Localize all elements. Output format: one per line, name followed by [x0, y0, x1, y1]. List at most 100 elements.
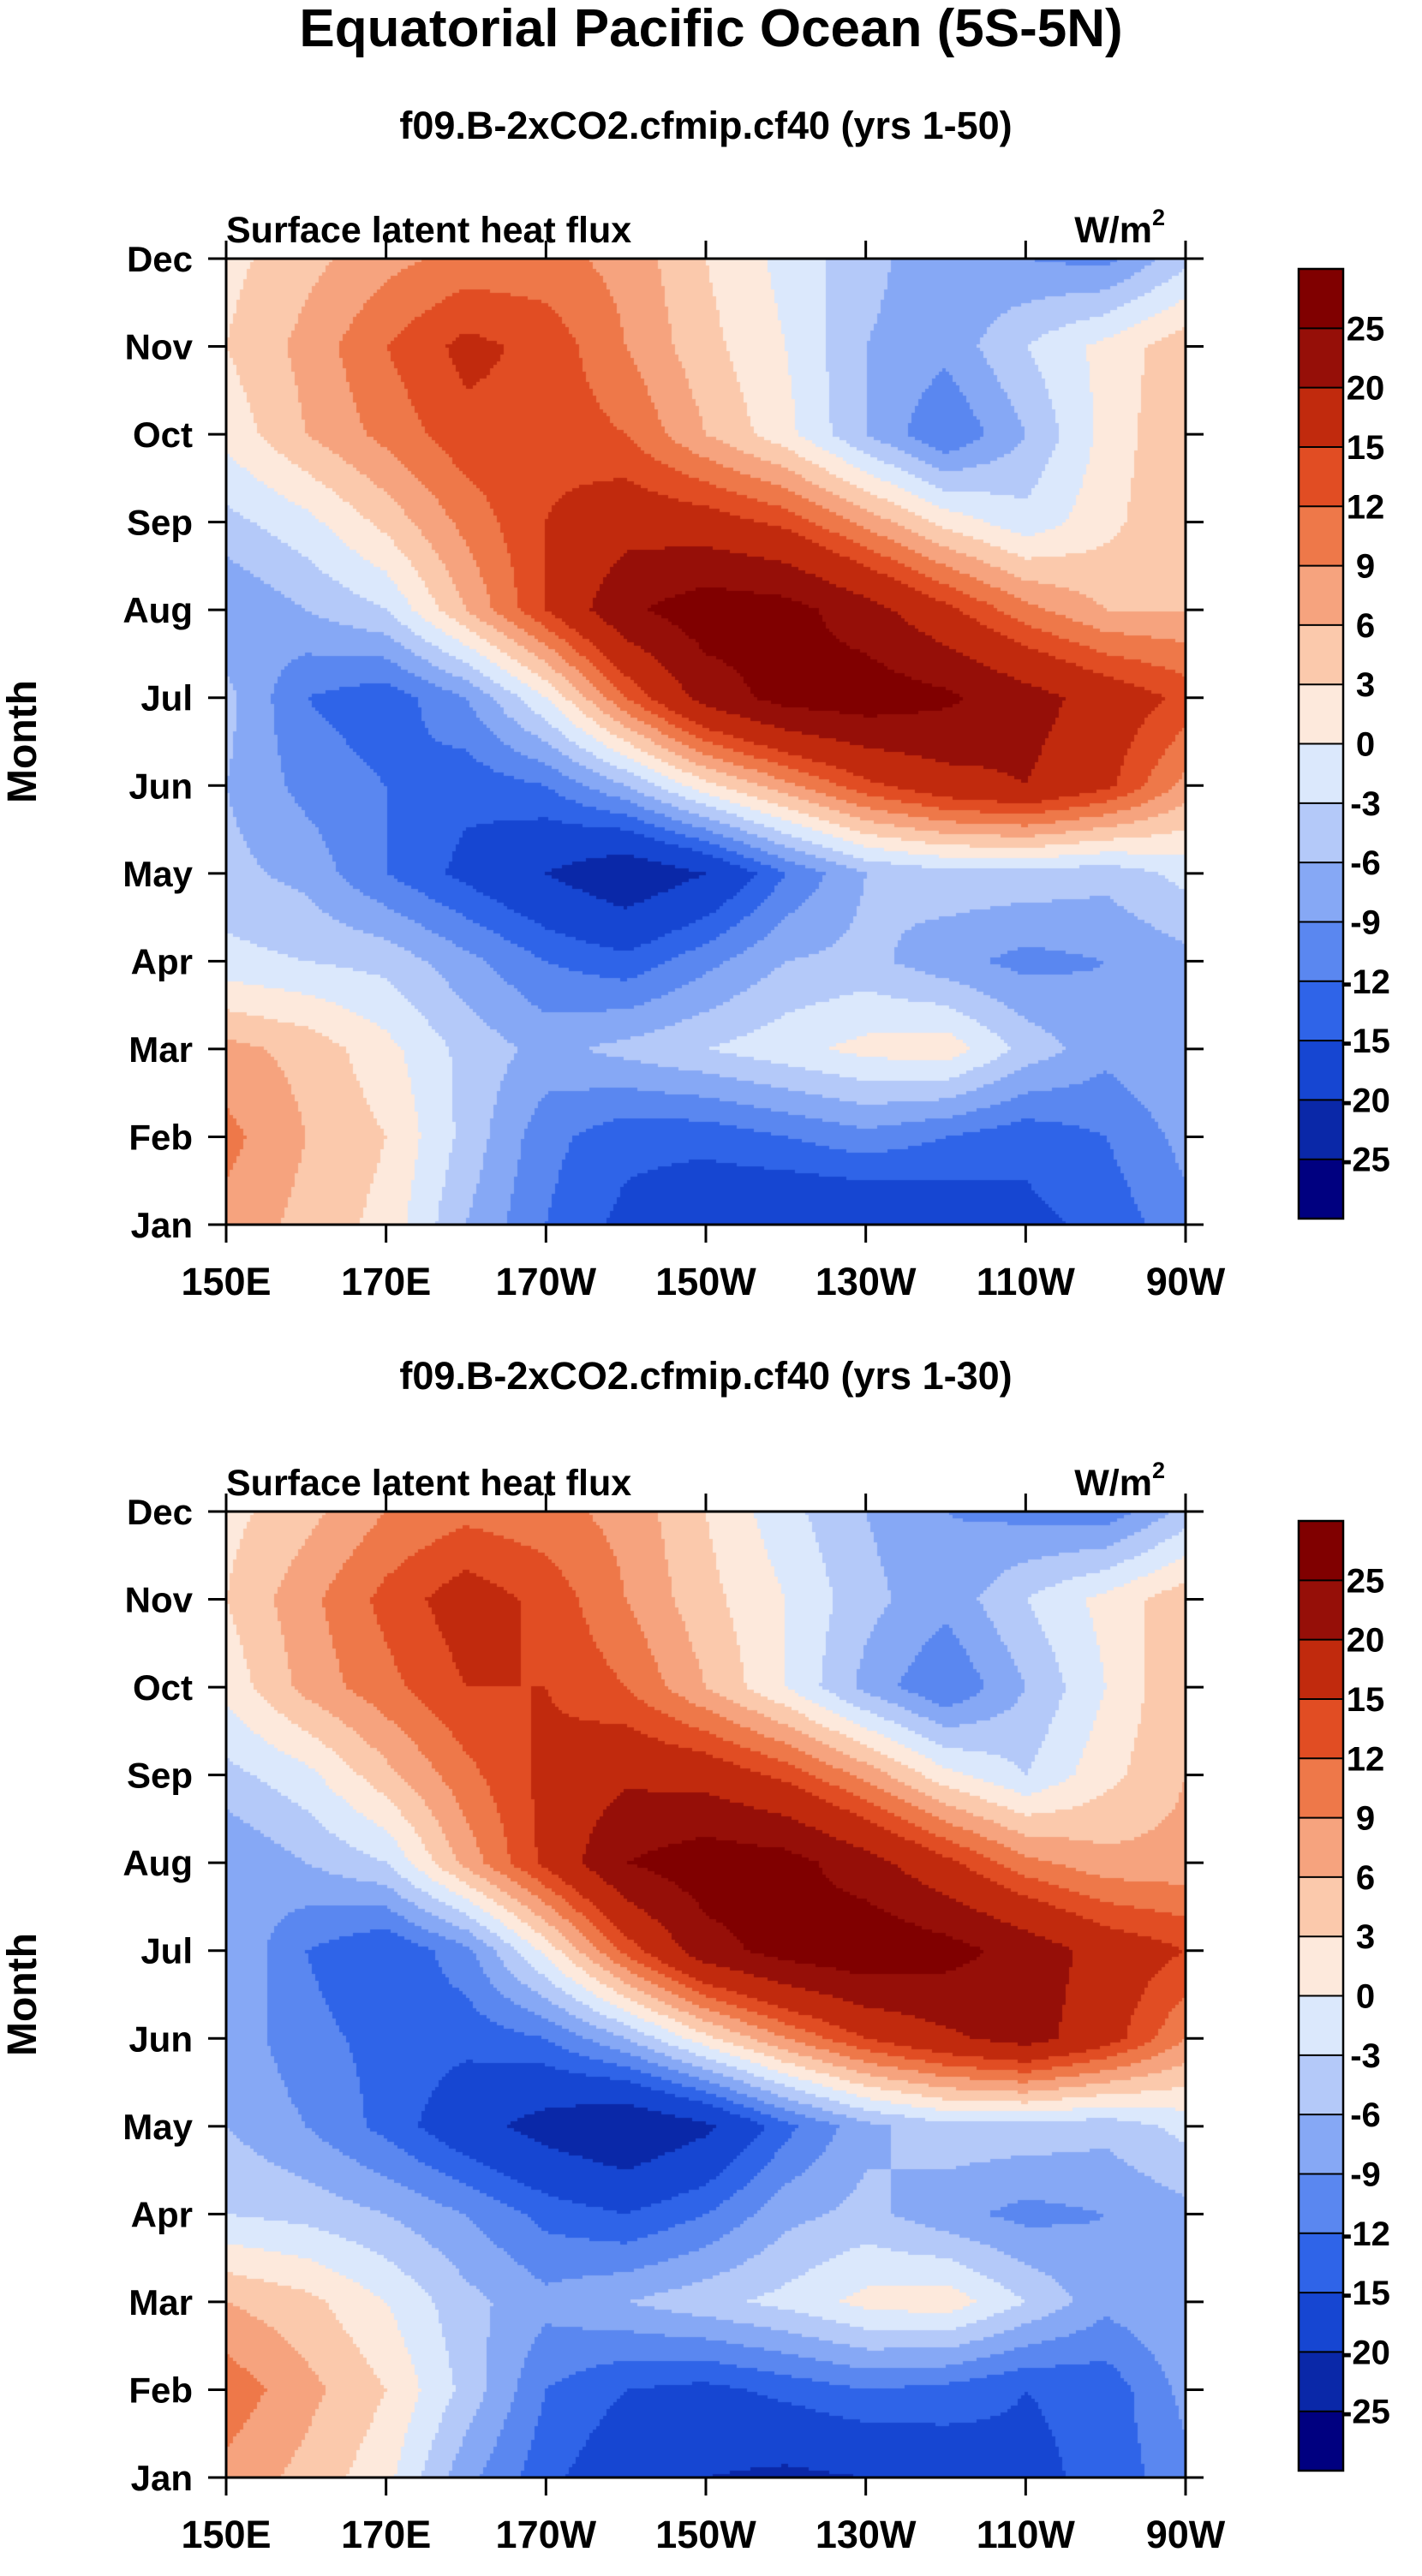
data-point — [945, 1686, 947, 1689]
data-point — [465, 872, 468, 874]
colorbar-label: -9 — [1350, 2156, 1381, 2193]
data-point — [624, 2388, 627, 2391]
data-point — [624, 433, 627, 436]
colorbar-label: 3 — [1356, 1918, 1375, 1956]
data-point — [624, 345, 627, 348]
data-point — [945, 433, 947, 436]
data-point — [305, 872, 308, 874]
colorbar-label: -25 — [1341, 2394, 1390, 2431]
y-tick-label: Sep — [127, 1756, 193, 1796]
units-label: W/m2 — [1074, 1458, 1165, 1504]
data-point — [465, 1686, 468, 1689]
data-point — [545, 521, 547, 523]
data-point — [385, 345, 387, 348]
x-tick-label: 170W — [496, 2513, 597, 2556]
data-point — [624, 1598, 627, 1601]
y-axis-label: Month — [0, 680, 45, 803]
data-point — [545, 696, 547, 699]
data-point — [305, 433, 308, 436]
colorbar-label: 6 — [1356, 1859, 1375, 1897]
data-point — [305, 2388, 308, 2391]
y-tick-label: Dec — [127, 1492, 193, 1532]
data-point — [545, 1047, 547, 1050]
colorbar-label: -3 — [1350, 785, 1381, 823]
data-point — [705, 960, 708, 963]
data-point — [1104, 1862, 1107, 1864]
data-point — [305, 1598, 308, 1601]
data-point — [1025, 2213, 1027, 2215]
data-point — [945, 2213, 947, 2215]
data-point — [305, 960, 308, 963]
data-point — [864, 2125, 867, 2127]
data-point — [624, 1949, 627, 1952]
data-point — [945, 521, 947, 523]
colorbar-swatch — [1299, 2054, 1343, 2115]
colorbar-label: 9 — [1356, 548, 1375, 586]
data-point — [1104, 609, 1107, 611]
data-point — [1025, 1686, 1027, 1689]
colorbar-label: 25 — [1347, 1562, 1385, 1600]
panel-title: f09.B-2xCO2.cfmip.cf40 (yrs 1-30) — [399, 1354, 1012, 1398]
y-tick-label: Jul — [140, 1931, 193, 1971]
data-point — [1025, 784, 1027, 787]
y-tick-label: Sep — [127, 503, 193, 543]
colorbar-label: 0 — [1356, 726, 1375, 764]
data-point — [705, 2213, 708, 2215]
data-point — [1025, 960, 1027, 963]
data-point — [864, 1598, 867, 1601]
colorbar-swatch — [1299, 1817, 1343, 1878]
data-point — [305, 2125, 308, 2127]
data-point — [305, 784, 308, 787]
y-tick-label: Jun — [128, 2018, 193, 2059]
data-point — [705, 1047, 708, 1050]
data-point — [545, 960, 547, 963]
data-point — [1104, 2037, 1107, 2040]
data-point — [1104, 2300, 1107, 2303]
y-tick-label: Dec — [127, 239, 193, 279]
data-point — [705, 2388, 708, 2391]
data-point — [864, 2213, 867, 2215]
colorbar-label: -20 — [1341, 2334, 1390, 2371]
data-point — [465, 1136, 468, 1138]
data-point — [545, 784, 547, 787]
data-point — [945, 696, 947, 699]
data-point — [1025, 2125, 1027, 2127]
data-point — [1104, 1136, 1107, 1138]
data-point — [305, 521, 308, 523]
data-point — [864, 1047, 867, 1050]
data-point — [1025, 609, 1027, 611]
data-point — [545, 1686, 547, 1689]
colorbar-swatch — [1299, 1876, 1343, 1937]
colorbar-label: -25 — [1341, 1142, 1390, 1179]
colorbar-swatch — [1299, 387, 1343, 448]
data-point — [624, 872, 627, 874]
data-point — [785, 1136, 787, 1138]
data-point — [785, 960, 787, 963]
units-label: W/m2 — [1074, 205, 1165, 251]
contour-field — [226, 1512, 1186, 2478]
data-point — [945, 345, 947, 348]
data-point — [624, 696, 627, 699]
data-point — [465, 609, 468, 611]
data-point — [1104, 960, 1107, 963]
data-point — [385, 2300, 387, 2303]
x-tick-label: 150W — [655, 2513, 756, 2556]
data-point — [385, 1047, 387, 1050]
x-tick-label: 170W — [496, 1260, 597, 1303]
colorbar-swatch — [1299, 1698, 1343, 1759]
chart-panel-2: f09.B-2xCO2.cfmip.cf40 (yrs 1-30) Surface… — [0, 1354, 1390, 2556]
data-point — [385, 1774, 387, 1776]
data-point — [785, 433, 787, 436]
colorbar: 25 20 15 12 9 6 3 0 -3 -6 -9 -12 -15 -20 -25 — [1297, 1519, 1390, 2472]
variable-label: Surface latent heat flux — [226, 210, 631, 251]
data-point — [1025, 2037, 1027, 2040]
data-point — [785, 1862, 787, 1864]
data-point — [385, 1949, 387, 1952]
colorbar: 25 20 15 12 9 6 3 0 -3 -6 -9 -12 -15 -20 -25 — [1297, 267, 1390, 1220]
data-point — [545, 2300, 547, 2303]
data-point — [545, 1862, 547, 1864]
x-tick-label: 170E — [341, 1260, 431, 1303]
data-point — [864, 2037, 867, 2040]
data-point — [1104, 1598, 1107, 1601]
y-tick-label: Aug — [122, 1843, 193, 1883]
